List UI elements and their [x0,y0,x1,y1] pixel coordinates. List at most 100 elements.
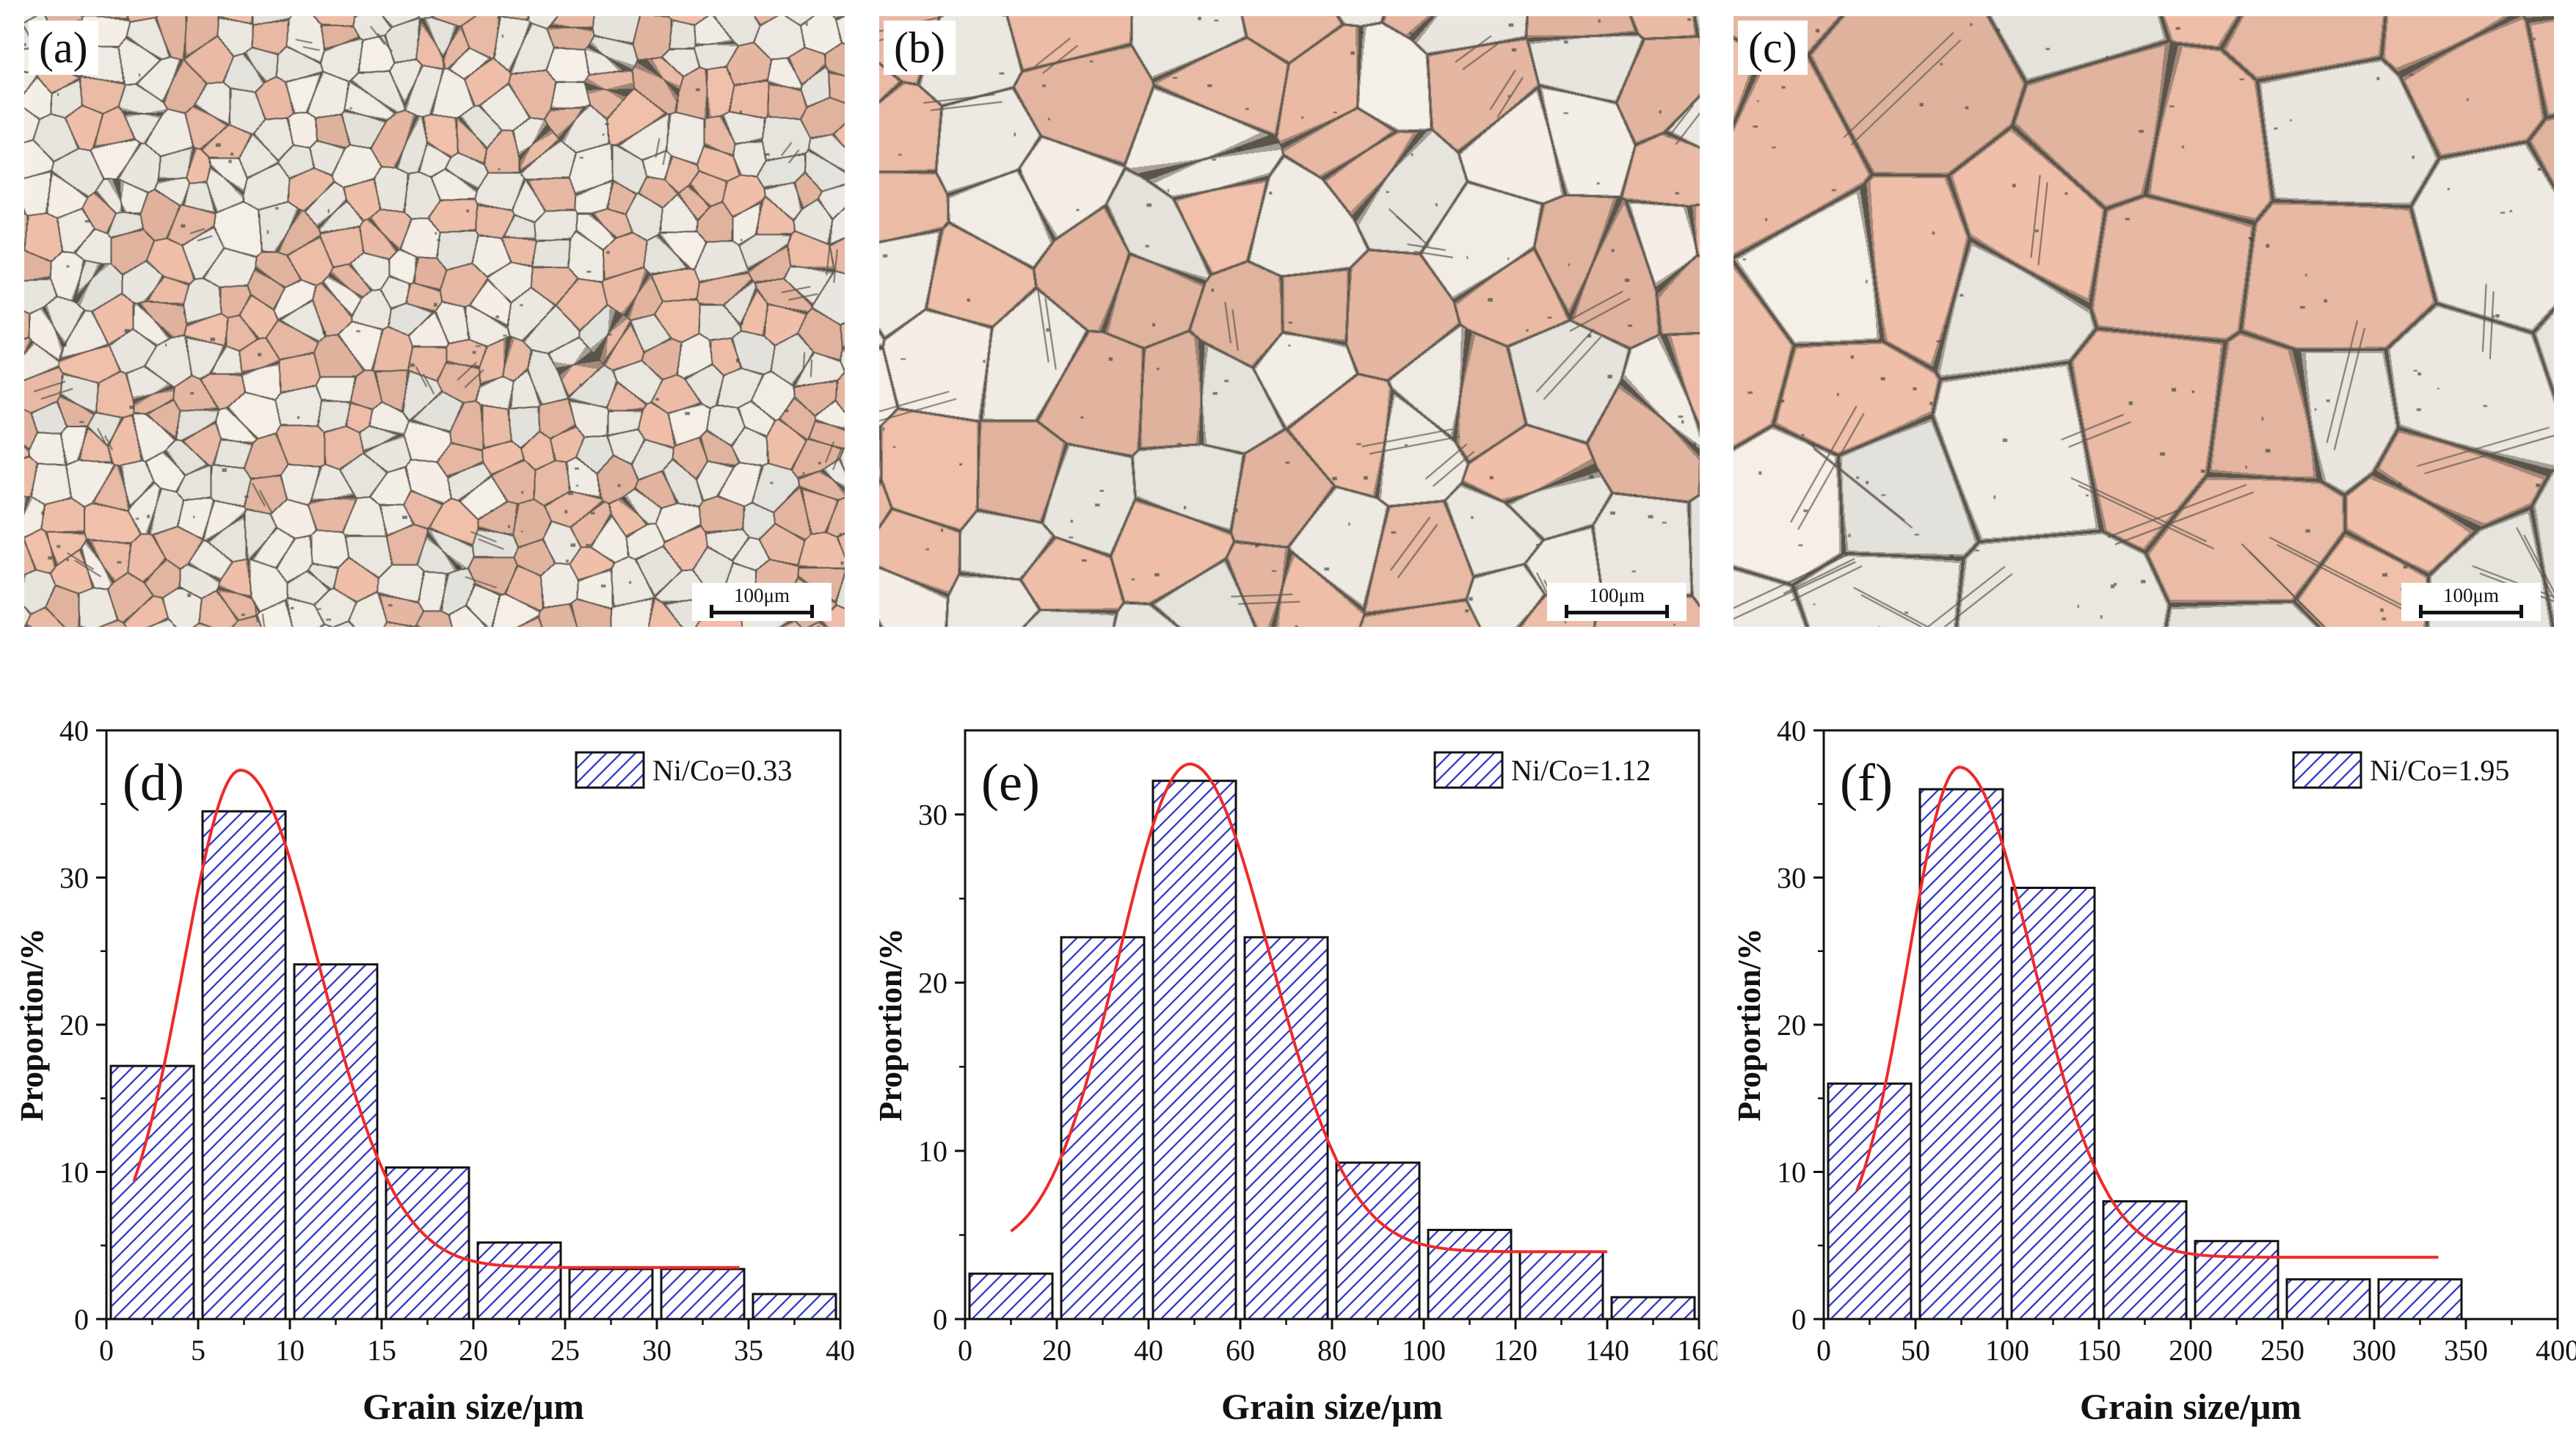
histogram-bar [568,1268,654,1321]
scale-bar-label: 100μm [2443,584,2499,606]
legend-label: Ni/Co=0.33 [652,754,792,787]
histogram-bar [1610,1296,1696,1321]
x-tick-label: 20 [1042,1334,1071,1367]
histogram-bar [1243,936,1329,1321]
histogram-bar [476,1241,562,1321]
x-tick-label: 100 [1402,1334,1446,1367]
x-tick-label: 300 [2352,1334,2396,1367]
histogram-bar [385,1166,470,1321]
scale-bar: 100μm [692,583,832,621]
y-tick-label: 40 [1777,714,1806,747]
x-tick-label: 40 [1134,1334,1163,1367]
scale-bar: 100μm [1547,583,1687,621]
y-tick-label: 0 [933,1303,947,1336]
panel-label: (d) [123,753,184,812]
y-tick-label: 20 [59,1009,89,1042]
histogram-bar [2377,1278,2463,1321]
x-tick-label: 0 [958,1334,972,1367]
x-tick-label: 140 [1585,1334,1629,1367]
y-tick-label: 20 [1777,1009,1806,1042]
scale-bar-line [711,611,812,614]
x-tick-label: 35 [734,1334,763,1367]
x-axis-label: Grain size/μm [1221,1386,1443,1427]
legend-label: Ni/Co=1.95 [2370,754,2509,787]
histogram-bar [2102,1200,2188,1321]
fit-curve [1855,766,2439,1259]
y-tick-label: 40 [59,714,89,747]
x-tick-label: 15 [367,1334,396,1367]
micrograph-image [24,16,845,627]
scale-bar-tick [810,605,814,618]
legend-swatch [2292,751,2362,789]
histogram-bar [109,1064,195,1321]
histogram-bar [1427,1229,1513,1321]
bars [968,780,1696,1321]
scale-bar-tick [1565,605,1568,618]
bars [109,810,837,1321]
legend-label: Ni/Co=1.12 [1511,754,1651,787]
y-axis-label: Proportion/% [873,928,909,1121]
x-tick-label: 350 [2444,1334,2488,1367]
y-tick-label: 0 [74,1303,89,1336]
legend-swatch [1433,751,1504,789]
histogram-e: 0 20 40 60 80 100 120 140 160 0 10 20 30 Grain size/μ… [873,729,1717,1427]
legend-swatch [575,751,645,789]
x-tick-label: 120 [1493,1334,1538,1367]
histogram-bar [293,963,379,1321]
panel-label: (f) [1840,753,1893,812]
histogram-bar [2010,887,2096,1321]
scale-bar: 100μm [2401,583,2541,621]
histogram-bar [2285,1278,2371,1321]
x-tick-label: 250 [2260,1334,2304,1367]
histogram-f: 0 50 100 150 200 250 300 350 400 0 10 20 30 40 Grain s… [1731,714,2576,1427]
y-tick-label: 30 [918,799,947,832]
panel-label: (e) [981,753,1040,812]
panel-label: (c) [1738,21,1808,75]
y-tick-label: 20 [918,967,947,1000]
y-tick-label: 10 [59,1156,89,1189]
x-tick-label: 60 [1226,1334,1255,1367]
scale-bar-tick [2519,605,2523,618]
x-tick-label: 40 [826,1334,855,1367]
x-tick-label: 200 [2169,1334,2213,1367]
histogram-bar [201,810,287,1321]
y-tick-label: 30 [1777,862,1806,895]
x-tick-label: 5 [191,1334,205,1367]
scale-bar-label: 100μm [734,584,790,606]
x-tick-label: 0 [99,1334,114,1367]
x-axis-label: Grain size/μm [2080,1386,2302,1427]
histogram-bar [968,1272,1054,1321]
histogram-bar [1827,1082,1913,1321]
x-tick-label: 0 [1816,1334,1831,1367]
panel-label: (a) [29,21,98,75]
scale-bar-label: 100μm [1589,584,1645,606]
x-tick-label: 50 [1901,1334,1930,1367]
x-tick-label: 400 [2536,1334,2576,1367]
histogram-bar [752,1293,837,1321]
micrograph-b: (b) 100μm [879,16,1700,627]
x-tick-label: 20 [459,1334,488,1367]
bars [1827,788,2463,1321]
y-tick-label: 0 [1791,1303,1806,1336]
x-axis-label: Grain size/μm [363,1386,584,1427]
scale-bar-tick [710,605,713,618]
scale-bar-tick [2419,605,2423,618]
scale-bar-line [1566,611,1667,614]
x-tick-label: 25 [550,1334,580,1367]
x-tick-label: 80 [1317,1334,1347,1367]
y-tick-label: 10 [1777,1156,1806,1189]
y-tick-label: 30 [59,862,89,895]
scale-bar-line [2420,611,2522,614]
histogram-bar [1335,1161,1421,1321]
x-tick-label: 160 [1677,1334,1717,1367]
x-tick-label: 10 [275,1334,305,1367]
y-axis-label: Proportion/% [14,928,50,1121]
micrograph-image [1733,16,2554,627]
y-axis-label: Proportion/% [1731,928,1767,1121]
histogram-bar [1518,1250,1604,1321]
histogram-bar [660,1268,746,1321]
y-tick-label: 10 [918,1135,947,1168]
fit-curve [1010,762,1607,1254]
fit-curve [132,769,740,1269]
x-tick-label: 100 [1985,1334,2029,1367]
